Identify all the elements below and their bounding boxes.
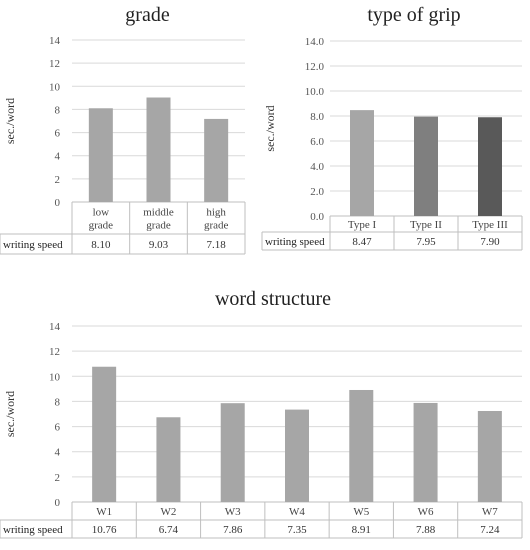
y-tick-label: 6 [55,422,61,434]
table-row-label: writing speed [265,236,325,248]
data-value-cell: 10.76 [92,524,117,536]
bar [349,389,374,502]
chart-title: type of grip [367,4,461,26]
y-tick-label: 0 [55,197,61,209]
y-tick-label: 10 [49,81,61,93]
data-value-cell: 7.24 [480,524,500,536]
y-axis-label: sec./word [3,98,17,144]
data-value-cell: 7.35 [287,524,307,536]
category-label: grade [204,220,229,232]
y-tick-label: 14.0 [305,36,325,48]
chart-svg: 0 2 4 6 8 10 12 14 sec./word writing speed W1 10.76… [0,321,523,539]
category-label: high [206,207,226,219]
data-value-cell: 7.18 [207,239,227,251]
bar [285,409,309,502]
chart-type-of-grip: 0.0 2.0 4.0 6.0 8.0 10.0 12.0 14.0 sec./word writ… [261,0,526,260]
y-tick-label: 2 [55,174,61,186]
y-axis-label: sec./word [3,391,17,437]
y-tick-label: 12 [49,58,60,70]
y-tick-label: 14 [49,35,61,47]
bar [156,417,181,502]
y-axis-label: sec./word [263,105,277,151]
y-tick-label: 12.0 [305,61,325,73]
data-value-cell: 8.91 [352,524,371,536]
y-tick-label: 2.0 [310,186,324,198]
category-label: W5 [353,506,369,518]
chart-grade: 0 2 4 6 8 10 12 14 sec./word writing speed low grad… [0,0,255,260]
bar [350,110,374,216]
y-tick-label: 10.0 [305,86,325,98]
data-value-cell: 7.90 [480,236,500,248]
category-label: W7 [482,506,498,518]
table-row-label: writing speed [3,239,63,251]
y-tick-label: 6.0 [310,136,324,148]
table-row-label: writing speed [3,524,63,536]
y-tick-label: 4.0 [310,161,324,173]
bar [413,402,438,502]
data-value-cell: 7.95 [416,236,436,248]
chart-svg: 0.0 2.0 4.0 6.0 8.0 10.0 12.0 14.0 sec./word writ… [261,36,523,251]
bar [477,410,502,502]
data-value-cell: 9.03 [149,239,169,251]
bar [220,403,245,502]
chart-title: grade [125,4,170,26]
category-label: middle [143,207,174,219]
y-tick-label: 10 [49,371,61,383]
y-tick-label: 8 [55,104,61,116]
category-label: Type II [410,219,442,231]
y-tick-label: 6 [55,128,61,140]
y-tick-label: 2 [55,472,61,484]
data-value-cell: 8.47 [352,236,372,248]
bar [92,366,117,502]
category-label: W3 [225,506,241,518]
category-label: Type I [348,219,377,231]
category-label: grade [146,220,171,232]
data-value-cell: 7.86 [223,524,243,536]
category-label: low [93,207,110,219]
category-label: W2 [160,506,176,518]
y-tick-label: 0 [55,497,61,509]
category-label: grade [89,220,114,232]
bar [204,118,229,202]
category-label: W1 [96,506,112,518]
data-value-cell: 6.74 [159,524,179,536]
data-value-cell: 7.88 [416,524,436,536]
bar [478,117,502,216]
y-tick-label: 4 [55,447,61,459]
chart-title: word structure [214,288,332,310]
y-tick-label: 0.0 [310,211,324,223]
y-tick-label: 14 [49,321,61,333]
y-tick-label: 12 [49,346,60,358]
category-label: Type III [472,219,508,231]
y-tick-label: 8 [55,396,61,408]
bar [146,97,171,202]
bar [414,116,438,216]
chart-word-structure: 0 2 4 6 8 10 12 14 sec./word writing speed W1 10.76… [0,280,526,548]
y-tick-label: 8.0 [310,111,324,123]
y-tick-label: 4 [55,151,61,163]
data-value-cell: 8.10 [91,239,111,251]
category-label: W6 [418,506,434,518]
category-label: W4 [289,506,305,518]
bar [88,108,113,202]
